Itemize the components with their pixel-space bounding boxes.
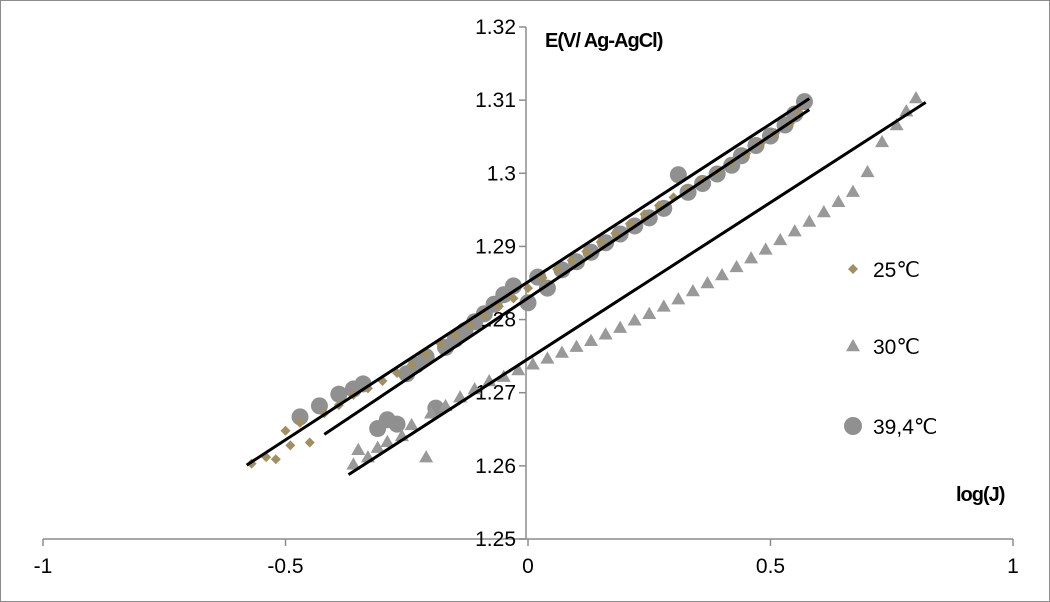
x-tick-label: -0.5: [267, 555, 303, 578]
x-tick-label: -1: [34, 555, 53, 578]
trendline-2: [323, 108, 811, 436]
data-point-30c: [627, 313, 642, 326]
data-point-25c: [304, 437, 315, 448]
data-point-25c: [406, 359, 417, 370]
data-point-30c: [656, 299, 671, 312]
data-point-30c: [404, 417, 419, 431]
legend-label: 25℃: [873, 259, 920, 282]
data-point-39-4c: [519, 294, 537, 312]
data-point-25c: [595, 237, 606, 248]
legend-item: 30℃: [846, 336, 920, 359]
data-point-30c: [845, 184, 860, 197]
data-point-25c: [295, 417, 306, 428]
data-point-30c: [424, 406, 438, 419]
legend-marker: [848, 264, 858, 274]
x-axis-title: log(J): [956, 484, 1005, 506]
data-point-30c: [700, 276, 715, 289]
data-point-39-4c: [388, 415, 406, 433]
data-point-30c: [598, 327, 613, 340]
data-point-30c: [860, 164, 875, 178]
trendlines: [245, 97, 927, 476]
data-point-30c: [758, 242, 773, 255]
data-point-25c: [581, 246, 592, 257]
data-point-25c: [566, 255, 577, 266]
data-point-25c: [610, 228, 621, 239]
data-point-30c: [729, 259, 744, 273]
data-point-30c: [816, 205, 831, 218]
data-points: [246, 90, 923, 470]
data-point-30c: [569, 339, 584, 352]
data-point-39-4c: [291, 408, 309, 426]
y-tick-label: 1.3: [487, 162, 516, 185]
data-point-30c: [511, 363, 526, 376]
data-point-30c: [525, 357, 540, 370]
trendline-1: [347, 101, 927, 476]
legend-label: 39,4℃: [873, 416, 937, 439]
data-point-30c: [419, 450, 434, 463]
legend-item: 39,4℃: [844, 416, 937, 439]
data-point-30c: [554, 345, 569, 358]
legend: 25℃ 30℃ 39,4℃: [844, 259, 937, 439]
x-tick-label: 1: [1007, 555, 1019, 578]
y-tick-label: 1.31: [475, 89, 516, 112]
data-point-39-4c: [669, 166, 687, 184]
y-tick-label: 1.25: [475, 528, 516, 551]
data-point-30c: [744, 251, 759, 264]
data-point-30c: [613, 320, 628, 333]
data-point-30c: [351, 442, 366, 456]
data-point-30c: [831, 194, 846, 208]
legend-marker: [844, 417, 862, 435]
y-tick-label: 1.26: [475, 455, 516, 478]
legend-label: 30℃: [873, 336, 920, 359]
x-tick-label: 0.5: [756, 555, 785, 578]
data-point-30c: [715, 267, 729, 281]
trendline-0: [245, 97, 811, 467]
legend-marker: [846, 339, 860, 352]
data-point-30c: [584, 333, 599, 347]
y-axis-title: E(V/ Ag-AgCl): [545, 30, 663, 52]
data-point-30c: [889, 118, 904, 131]
data-point-30c: [802, 214, 817, 227]
data-point-30c: [346, 457, 361, 470]
x-tick-label: 0: [522, 555, 534, 578]
data-point-30c: [909, 90, 923, 104]
data-point-25c: [624, 218, 635, 229]
y-tick-label: 1.32: [475, 16, 516, 39]
data-point-25c: [508, 293, 519, 304]
data-point-39-4c: [330, 385, 348, 403]
data-point-30c: [380, 434, 395, 447]
data-point-30c: [642, 306, 657, 319]
data-point-30c: [370, 440, 385, 453]
y-tick-label: 1.29: [475, 235, 516, 258]
data-point-25c: [280, 425, 291, 436]
data-point-30c: [671, 292, 686, 305]
data-point-30c: [773, 232, 788, 246]
data-point-25c: [270, 454, 281, 465]
x-ticks: -1 -0.5 0 0.5 1: [34, 539, 1019, 578]
data-point-30c: [540, 351, 555, 364]
data-point-25c: [285, 440, 296, 451]
data-point-25c: [523, 283, 533, 294]
legend-item: 25℃: [848, 259, 920, 282]
data-point-30c: [875, 134, 890, 148]
data-point-30c: [787, 224, 802, 237]
data-point-30c: [685, 284, 700, 297]
data-point-25c: [552, 264, 563, 275]
